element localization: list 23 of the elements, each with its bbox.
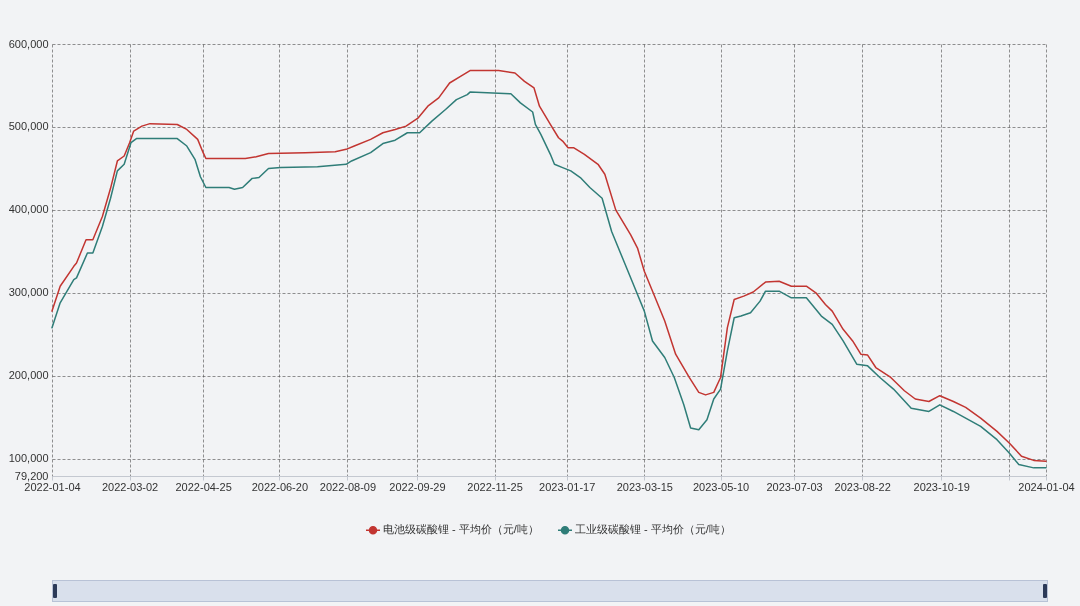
y-tick-label: 600,000 bbox=[8, 37, 49, 50]
y-tick-label: 400,000 bbox=[8, 203, 49, 216]
x-tick-label: 2023-03-15 bbox=[616, 480, 673, 493]
x-tick-label: 2022-11-25 bbox=[467, 480, 523, 493]
y-tick-label: 300,000 bbox=[8, 286, 49, 299]
x-tick-label: 2022-01-04 bbox=[24, 480, 81, 493]
y-tick-label: 500,000 bbox=[8, 120, 49, 133]
x-tick-label: 2023-01-17 bbox=[539, 480, 596, 493]
x-tick-label: 2023-05-10 bbox=[692, 480, 750, 493]
legend-label: 电池级碳酸锂 - 平均价（元/吨） bbox=[383, 523, 539, 536]
x-tick-label: 2022-04-25 bbox=[175, 480, 232, 493]
x-tick-label: 2022-09-29 bbox=[389, 480, 446, 493]
x-tick-label: 2023-07-03 bbox=[766, 480, 823, 493]
legend-label: 工业级碳酸锂 - 平均价（元/吨） bbox=[575, 523, 731, 536]
x-tick-label: 2023-10-19 bbox=[913, 480, 970, 493]
x-tick-label: 2022-06-20 bbox=[251, 480, 309, 493]
y-tick-label: 79,200 bbox=[14, 469, 49, 482]
y-tick-label: 100,000 bbox=[8, 452, 49, 465]
x-tick-label: 2022-03-02 bbox=[101, 480, 159, 493]
x-tick-label: 2022-08-09 bbox=[319, 480, 377, 493]
x-tick-label: 2024-01-04 bbox=[1018, 480, 1075, 493]
y-tick-label: 200,000 bbox=[8, 369, 49, 382]
x-tick-label: 2023-08-22 bbox=[834, 480, 891, 493]
